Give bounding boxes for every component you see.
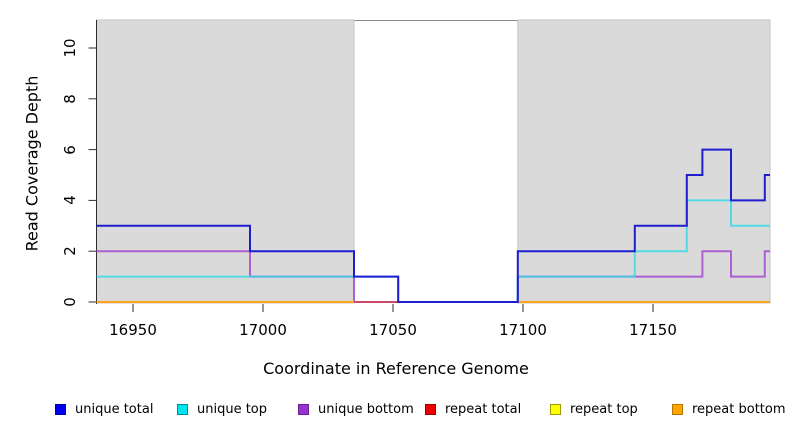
y-tick-label: 4 xyxy=(61,195,79,206)
shaded-region xyxy=(517,19,771,304)
legend-item-repeat-bottom: repeat bottom xyxy=(672,401,786,417)
legend-item-unique-total: unique total xyxy=(55,401,154,417)
shaded-region xyxy=(96,19,355,304)
legend-item-repeat-top: repeat top xyxy=(550,401,638,417)
legend-swatch xyxy=(672,403,683,415)
legend-label: repeat total xyxy=(445,401,522,417)
y-axis-title: Read Coverage Depth xyxy=(22,75,42,252)
series-line-unique-total xyxy=(96,148,770,303)
legend-item-repeat-total: repeat total xyxy=(425,401,522,417)
x-tick-label: 16950 xyxy=(109,321,157,339)
legend-item-unique-bottom: unique bottom xyxy=(298,401,414,417)
y-tick-label: 2 xyxy=(61,246,79,256)
legend-swatch xyxy=(425,403,436,415)
legend-label: repeat top xyxy=(570,401,638,417)
x-axis-title: Coordinate in Reference Genome xyxy=(263,359,529,378)
legend-item-unique-top: unique top xyxy=(177,401,268,417)
legend-swatch xyxy=(550,403,561,415)
legend-swatch xyxy=(55,403,66,415)
legend-swatch xyxy=(298,403,309,415)
legend-label: unique bottom xyxy=(318,401,414,417)
y-tick-label: 10 xyxy=(61,38,79,58)
legend-label: unique top xyxy=(197,401,268,417)
x-tick-label: 17050 xyxy=(369,321,417,339)
y-tick-label: 6 xyxy=(61,144,79,155)
x-tick-label: 17100 xyxy=(499,321,547,339)
legend-label: repeat bottom xyxy=(692,401,786,417)
legend-swatch xyxy=(177,403,188,415)
legend-label: unique total xyxy=(75,401,154,417)
y-tick-label: 8 xyxy=(61,94,79,104)
y-tick-label: 0 xyxy=(61,297,79,307)
x-tick-label: 17150 xyxy=(629,321,677,339)
x-tick-label: 17000 xyxy=(239,321,287,339)
